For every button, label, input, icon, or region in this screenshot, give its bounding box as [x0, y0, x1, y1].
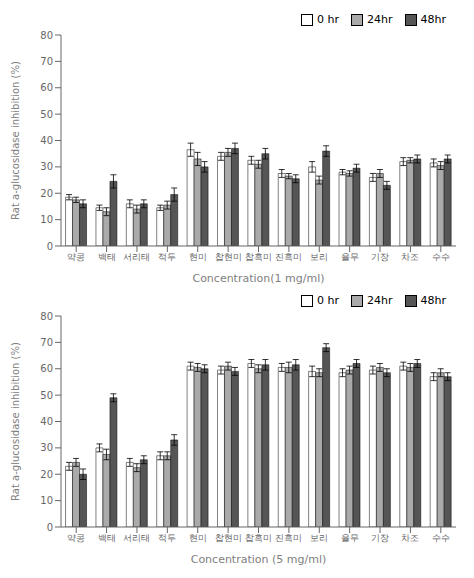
- html-text:0 hr: 0 hr: [317, 13, 339, 26]
- svg-text:찹흑미: 찹흑미: [245, 252, 272, 262]
- svg-text:현미: 현미: [189, 252, 207, 262]
- svg-text:30: 30: [40, 161, 53, 172]
- svg-text:서리태: 서리태: [123, 252, 150, 262]
- svg-text:80: 80: [40, 30, 53, 41]
- svg-text:80: 80: [40, 311, 53, 322]
- html-text:24hr: 24hr: [367, 294, 393, 307]
- svg-text:서리태: 서리태: [123, 533, 150, 543]
- html-text:24hr: 24hr: [367, 13, 393, 26]
- svg-text:Rat a-glucosidase inhibition (: Rat a-glucosidase inhibition (%): [10, 342, 21, 501]
- svg-text:찹현미: 찹현미: [215, 533, 242, 543]
- svg-text:기장: 기장: [371, 252, 389, 262]
- html-text:48hr: 48hr: [420, 13, 446, 26]
- svg-text:수수: 수수: [432, 252, 450, 262]
- svg-text:기장: 기장: [371, 533, 389, 543]
- svg-text:70: 70: [40, 337, 53, 348]
- svg-text:현미: 현미: [189, 533, 207, 543]
- svg-text:20: 20: [40, 188, 53, 199]
- svg-text:약콩: 약콩: [67, 252, 85, 262]
- svg-text:진흑미: 진흑미: [275, 252, 302, 262]
- svg-text:60: 60: [40, 82, 53, 93]
- svg-text:10: 10: [40, 214, 53, 225]
- html-text:48hr: 48hr: [420, 294, 446, 307]
- svg-text:60: 60: [40, 363, 53, 374]
- svg-text:차조: 차조: [401, 533, 419, 543]
- svg-text:0: 0: [47, 522, 53, 533]
- svg-text:진흑미: 진흑미: [275, 533, 302, 543]
- svg-text:찹흑미: 찹흑미: [245, 533, 272, 543]
- svg-text:적두: 적두: [158, 252, 176, 262]
- svg-text:10: 10: [40, 495, 53, 506]
- svg-text:0: 0: [47, 241, 53, 252]
- svg-text:Concentration (5 mg/ml): Concentration (5 mg/ml): [191, 553, 327, 566]
- svg-text:50: 50: [40, 109, 53, 120]
- html-text:0 hr: 0 hr: [317, 294, 339, 307]
- svg-text:보리: 보리: [310, 252, 328, 262]
- svg-text:Concentration(1 mg/ml): Concentration(1 mg/ml): [192, 272, 324, 285]
- svg-text:Rat a-glucosidase inhibition (: Rat a-glucosidase inhibition (%): [10, 61, 21, 220]
- svg-text:보리: 보리: [310, 533, 328, 543]
- svg-text:차조: 차조: [401, 252, 419, 262]
- svg-text:백태: 백태: [98, 533, 116, 543]
- svg-text:율무: 율무: [341, 533, 359, 543]
- svg-text:30: 30: [40, 442, 53, 453]
- svg-text:백태: 백태: [98, 252, 116, 262]
- svg-text:찹현미: 찹현미: [215, 252, 242, 262]
- svg-text:약콩: 약콩: [67, 533, 85, 543]
- svg-text:40: 40: [40, 135, 53, 146]
- svg-text:율무: 율무: [341, 252, 359, 262]
- svg-text:적두: 적두: [158, 533, 176, 543]
- svg-text:40: 40: [40, 416, 53, 427]
- svg-text:70: 70: [40, 56, 53, 67]
- svg-text:50: 50: [40, 390, 53, 401]
- svg-text:수수: 수수: [432, 533, 450, 543]
- svg-text:20: 20: [40, 469, 53, 480]
